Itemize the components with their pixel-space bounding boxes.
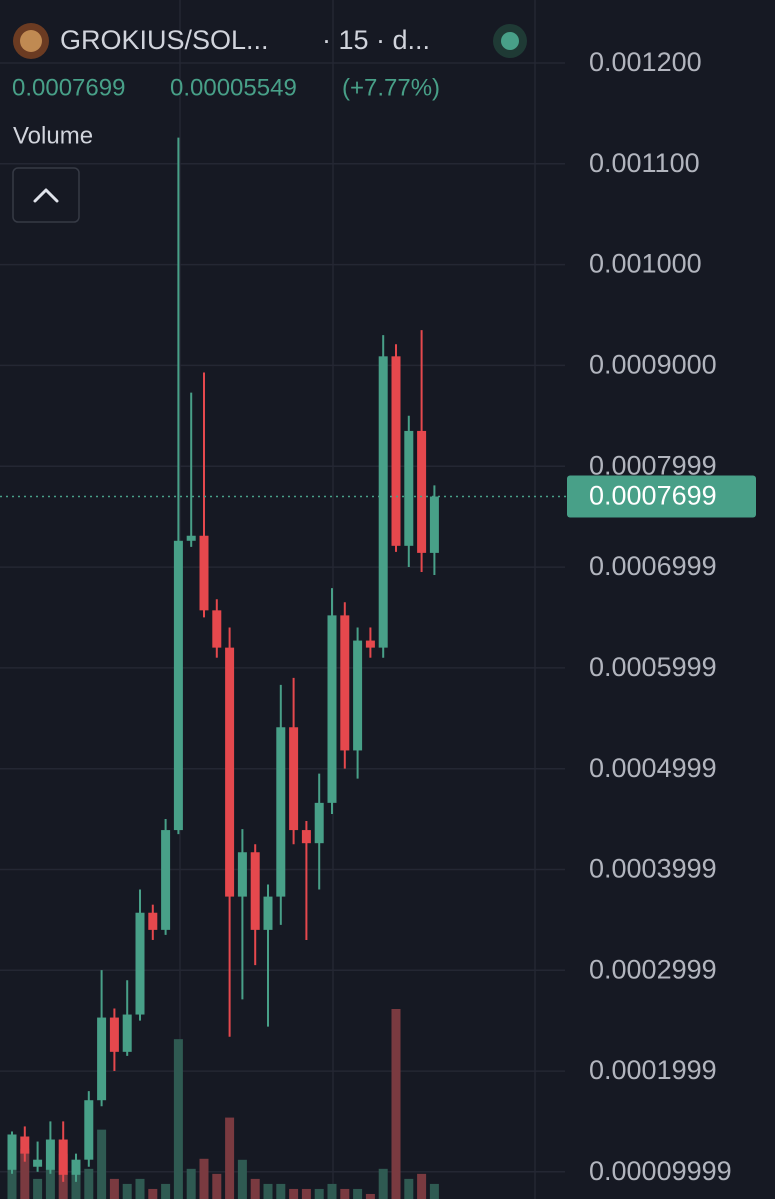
last-price-tag: [567, 475, 756, 518]
volume-bar: [263, 1183, 273, 1199]
candle-body: [289, 727, 299, 831]
volume-bar: [353, 1188, 363, 1199]
y-tick-label: 0.0009000: [589, 350, 717, 380]
volume-bar: [417, 1173, 427, 1199]
y-tick-label: 0.0001999: [589, 1055, 717, 1085]
price-axis: 0.001200 0.001100 0.001000 0.0009000 0.00079…: [567, 47, 756, 1186]
volume-bar: [97, 1129, 107, 1199]
candle-body: [378, 356, 388, 648]
candle-body: [417, 430, 427, 553]
candle-body: [58, 1139, 68, 1175]
volume-bar: [250, 1178, 260, 1199]
volume-bar: [225, 1117, 235, 1199]
y-tick-label: 0.001100: [589, 148, 700, 178]
volume-bar: [276, 1183, 286, 1199]
volume-bar: [340, 1188, 350, 1199]
volume-bar: [212, 1173, 222, 1199]
symbol-title[interactable]: GROKIUS/SOL...: [60, 25, 269, 55]
header: GROKIUS/SOL... · 15 · d... 0.0007699 0.0…: [12, 23, 527, 223]
y-tick-label: 0.001200: [589, 47, 702, 77]
candle-body: [237, 852, 247, 897]
candle-body: [45, 1139, 55, 1170]
volume-bar: [109, 1178, 119, 1199]
volume-label: Volume: [13, 122, 93, 149]
candle-body: [84, 1100, 94, 1160]
volume-bar: [429, 1183, 439, 1199]
volume-bar: [404, 1178, 414, 1199]
last-price-tag-label: 0.0007699: [589, 481, 717, 511]
y-tick-label: 0.0005999: [589, 652, 717, 682]
volume-bar: [45, 1168, 55, 1199]
volume-bar: [237, 1159, 247, 1199]
interval[interactable]: · 15 · d...: [322, 25, 430, 55]
candle-body: [199, 535, 209, 611]
volume-bar: [186, 1168, 196, 1199]
volume-bar: [391, 1009, 401, 1199]
volume-bar: [71, 1173, 81, 1199]
token-icon-detail: [20, 30, 42, 52]
price-change: 0.00005549: [170, 74, 297, 101]
candle-body: [263, 896, 273, 930]
percent-change: (+7.77%): [342, 74, 440, 101]
volume-bar: [327, 1183, 337, 1199]
candle-body: [276, 727, 286, 897]
candle-body: [340, 615, 350, 751]
candle-body: [97, 1017, 107, 1101]
candle-body: [301, 830, 311, 844]
y-tick-label: 0.0002999: [589, 954, 717, 984]
candle-body: [109, 1017, 119, 1052]
candle-body: [33, 1159, 43, 1167]
volume-bar: [148, 1188, 158, 1199]
status-dot: [501, 32, 519, 50]
volume-bar: [314, 1188, 324, 1199]
y-tick-label: 0.001000: [589, 249, 702, 279]
candle-body: [225, 647, 235, 897]
volume-bar: [289, 1188, 299, 1199]
volume-bar: [122, 1183, 132, 1199]
volume-bar: [20, 1148, 30, 1199]
y-tick-label: 0.00009999: [589, 1156, 732, 1186]
y-tick-label: 0.0003999: [589, 854, 717, 884]
collapse-button[interactable]: [12, 167, 80, 223]
candle-body: [173, 540, 183, 831]
y-tick-label: 0.0007999: [589, 450, 717, 480]
candle-body: [404, 430, 414, 546]
candle-body: [353, 640, 363, 751]
candle-body: [314, 802, 324, 844]
volume-bar: [135, 1178, 145, 1199]
volume-bar: [33, 1178, 43, 1199]
volume-bar: [378, 1168, 388, 1199]
candle-body: [148, 912, 158, 930]
candle-body: [429, 496, 439, 553]
candle-body: [7, 1134, 17, 1170]
y-tick-label: 0.0004999: [589, 753, 717, 783]
candle-body: [365, 640, 375, 648]
volume-bar: [173, 1039, 183, 1199]
y-tick-label: 0.0006999: [589, 551, 717, 581]
candle-body: [391, 356, 401, 546]
candle-body: [250, 852, 260, 930]
candle-body: [71, 1159, 81, 1175]
candle-body: [186, 535, 196, 541]
chevron-up-icon: [33, 188, 59, 203]
candles: [0, 137, 567, 1182]
candle-body: [135, 912, 145, 1015]
candle-body: [212, 610, 222, 648]
candle-body: [122, 1014, 132, 1052]
volume-bar: [84, 1168, 94, 1199]
volume-bar: [161, 1183, 171, 1199]
candle-body: [327, 615, 337, 803]
volume-bar: [365, 1193, 375, 1199]
volume-bar: [199, 1158, 209, 1199]
candle-body: [20, 1136, 30, 1154]
candle-body: [161, 830, 171, 930]
last-price: 0.0007699: [12, 74, 125, 101]
volume-bar: [301, 1188, 311, 1199]
